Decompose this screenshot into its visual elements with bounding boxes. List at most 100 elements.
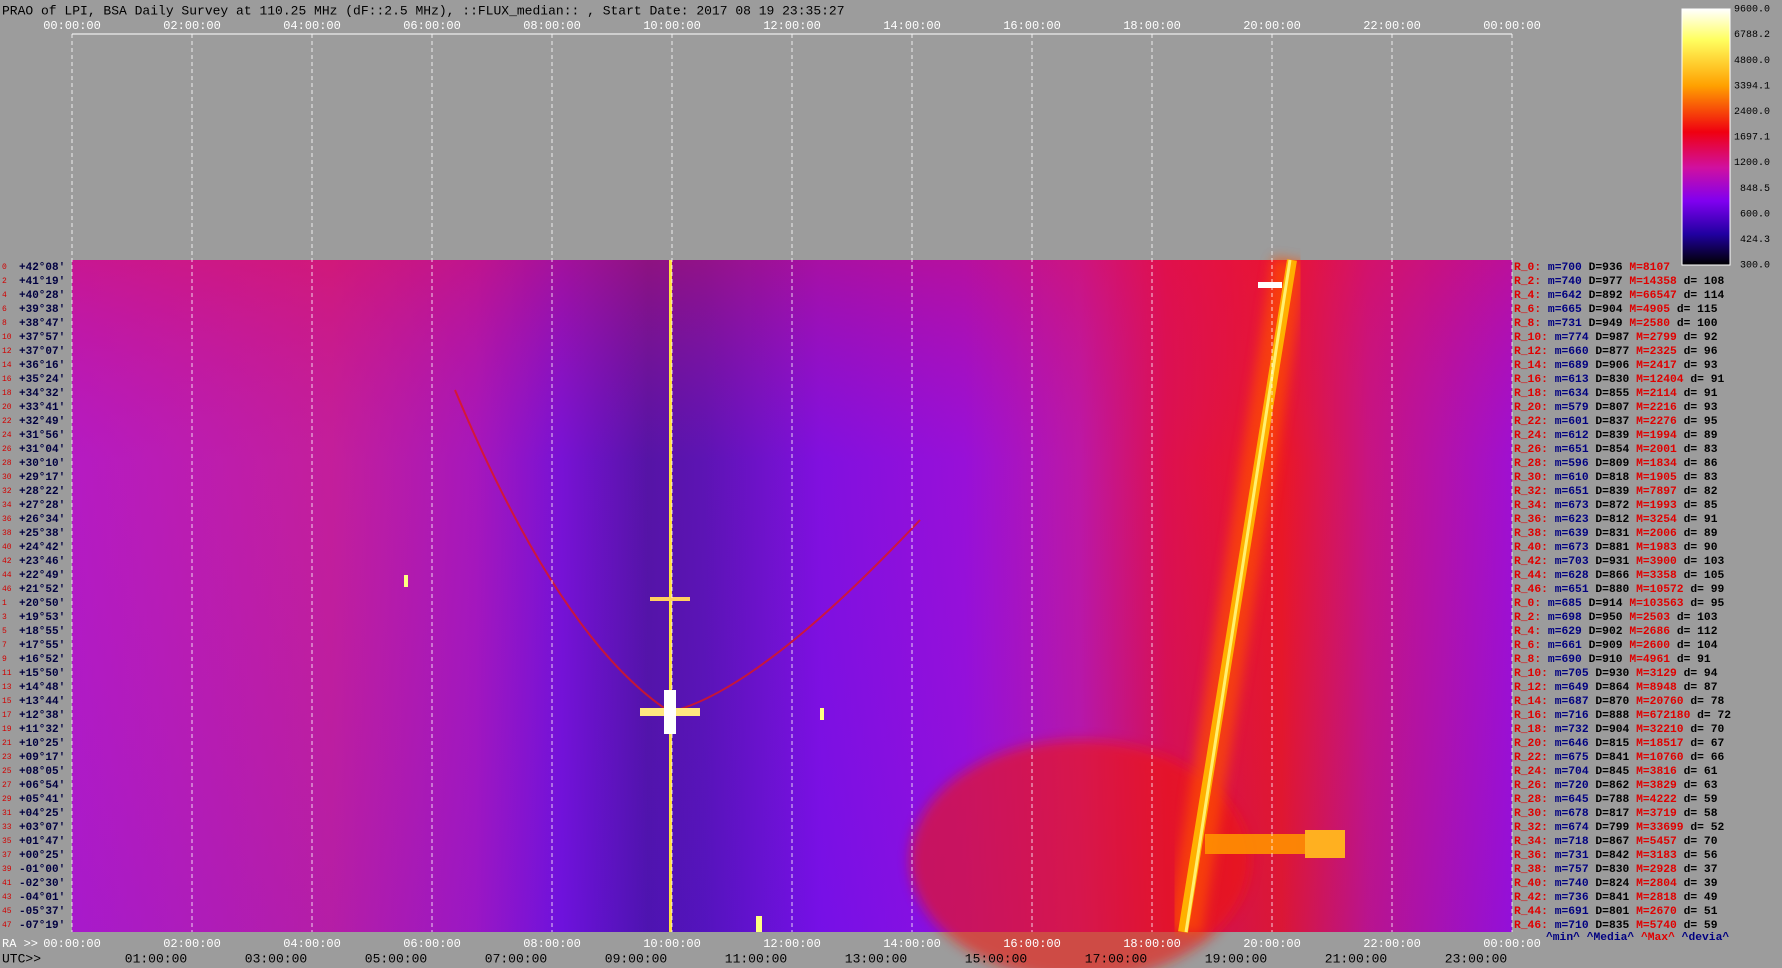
top-time: 12:00:00 [763, 19, 821, 33]
stat-d: d= 52 [1690, 822, 1724, 834]
stat-d: d= 59 [1684, 920, 1718, 932]
row-stats: R_8: m=690 D=910 M=4961 d= 91 [1514, 654, 1711, 666]
stat-m: M=14358 [1629, 276, 1677, 288]
stat-m: m=689 [1555, 360, 1589, 372]
row-stats: R_10: m=705 D=930 M=3129 d= 94 [1514, 668, 1718, 680]
stat-d: d= 93 [1684, 402, 1718, 414]
utc-time: 15:00:00 [965, 951, 1027, 966]
top-time: 02:00:00 [163, 19, 221, 33]
stat-d: D=866 [1595, 570, 1629, 582]
row-index: 37 [2, 851, 12, 860]
top-time: 06:00:00 [403, 19, 461, 33]
row-stats: R_12: m=649 D=864 M=8948 d= 87 [1514, 682, 1718, 694]
declination: +29°17' [19, 472, 65, 484]
ra-time: 16:00:00 [1003, 937, 1061, 951]
top-time: 00:00:00 [43, 19, 101, 33]
stat-m: M=20760 [1636, 696, 1684, 708]
row-index: 7 [2, 641, 7, 650]
row-index: 27 [2, 781, 12, 790]
stat-r: R_42: [1514, 892, 1548, 904]
top-time: 16:00:00 [1003, 19, 1061, 33]
stat-d: D=931 [1595, 556, 1629, 568]
stat-r: R_6: [1514, 640, 1541, 652]
stat-d: D=872 [1595, 500, 1629, 512]
row-stats: R_40: m=673 D=881 M=1983 d= 90 [1514, 542, 1718, 554]
stat-r: R_12: [1514, 346, 1548, 358]
declination: +03°07' [19, 822, 65, 834]
row-index: 9 [2, 655, 7, 664]
declination: +01°47' [19, 836, 65, 848]
stat-m: m=703 [1555, 556, 1589, 568]
ra-time: 12:00:00 [763, 937, 821, 951]
stat-d: d= 83 [1684, 472, 1718, 484]
stat-d: d= 91 [1684, 514, 1718, 526]
stat-d: d= 67 [1690, 738, 1724, 750]
declination: +39°38' [19, 304, 65, 316]
burst3 [1258, 282, 1282, 288]
row-stats: R_10: m=774 D=987 M=2799 d= 92 [1514, 332, 1718, 344]
meridian-line [669, 260, 672, 932]
colorbar-tick: 1697.1 [1734, 133, 1770, 144]
stat-r: R_4: [1514, 290, 1541, 302]
row-index: 43 [2, 893, 12, 902]
stat-d: d= 82 [1684, 486, 1718, 498]
stat-r: R_2: [1514, 276, 1541, 288]
stat-d: D=812 [1595, 514, 1629, 526]
row-index: 32 [2, 487, 12, 496]
stat-m: M=2325 [1636, 346, 1677, 358]
stat-m: M=3719 [1636, 808, 1677, 820]
declination: +37°07' [19, 346, 65, 358]
row-stats: R_20: m=579 D=807 M=2216 d= 93 [1514, 402, 1718, 414]
declination: +15°50' [19, 668, 65, 680]
ra-time: 00:00:00 [1483, 937, 1541, 951]
stat-d: d= 70 [1684, 836, 1718, 848]
declination: +05°41' [19, 794, 65, 806]
utc-time: 13:00:00 [845, 951, 907, 966]
row-index: 3 [2, 613, 7, 622]
row-index: 16 [2, 375, 12, 384]
stat-d: D=837 [1595, 416, 1629, 428]
ra-time: 22:00:00 [1363, 937, 1421, 951]
row-stats: R_28: m=596 D=809 M=1834 d= 86 [1514, 458, 1718, 470]
stat-d: d= 78 [1690, 696, 1724, 708]
declination: +23°46' [19, 556, 65, 568]
stat-m: m=685 [1548, 598, 1582, 610]
stat-m: m=673 [1555, 542, 1589, 554]
declination: +08°05' [19, 766, 65, 778]
row-index: 36 [2, 515, 12, 524]
row-stats: R_24: m=704 D=845 M=3816 d= 61 [1514, 766, 1718, 778]
stat-d: d= 100 [1677, 318, 1718, 330]
utc-time: 03:00:00 [245, 951, 307, 966]
stat-r: R_24: [1514, 766, 1548, 778]
stat-m: M=2818 [1636, 892, 1677, 904]
row-stats: R_44: m=628 D=866 M=3358 d= 105 [1514, 570, 1725, 582]
stat-m: M=7897 [1636, 486, 1677, 498]
row-index: 46 [2, 585, 12, 594]
top-time: 20:00:00 [1243, 19, 1301, 33]
stat-d: D=818 [1595, 472, 1629, 484]
declination: +40°28' [19, 290, 65, 302]
stat-d: D=864 [1595, 682, 1629, 694]
row-stats: R_14: m=689 D=906 M=2417 d= 93 [1514, 360, 1718, 372]
stat-m: M=2580 [1629, 318, 1670, 330]
row-stats: R_28: m=645 D=788 M=4222 d= 59 [1514, 794, 1718, 806]
stat-m: m=675 [1555, 752, 1589, 764]
row-stats: R_36: m=623 D=812 M=3254 d= 91 [1514, 514, 1718, 526]
stat-m: M=103563 [1629, 598, 1683, 610]
stat-d: D=910 [1589, 654, 1623, 666]
stat-m: M=1994 [1636, 430, 1677, 442]
utc-label: UTC>> [2, 951, 41, 966]
row-index: 21 [2, 739, 12, 748]
stat-r: R_34: [1514, 836, 1548, 848]
stat-d: D=936 [1589, 262, 1623, 274]
stat-d: D=867 [1595, 836, 1629, 848]
stat-d: D=817 [1595, 808, 1629, 820]
stat-m: M=2503 [1629, 612, 1670, 624]
colorbar-tick: 2400.0 [1734, 107, 1770, 118]
row-index: 24 [2, 431, 12, 440]
ra-time: 14:00:00 [883, 937, 941, 951]
stat-m: m=690 [1548, 654, 1582, 666]
stat-d: D=904 [1589, 304, 1623, 316]
stat-m: M=10760 [1636, 752, 1684, 764]
row-index: 13 [2, 683, 12, 692]
